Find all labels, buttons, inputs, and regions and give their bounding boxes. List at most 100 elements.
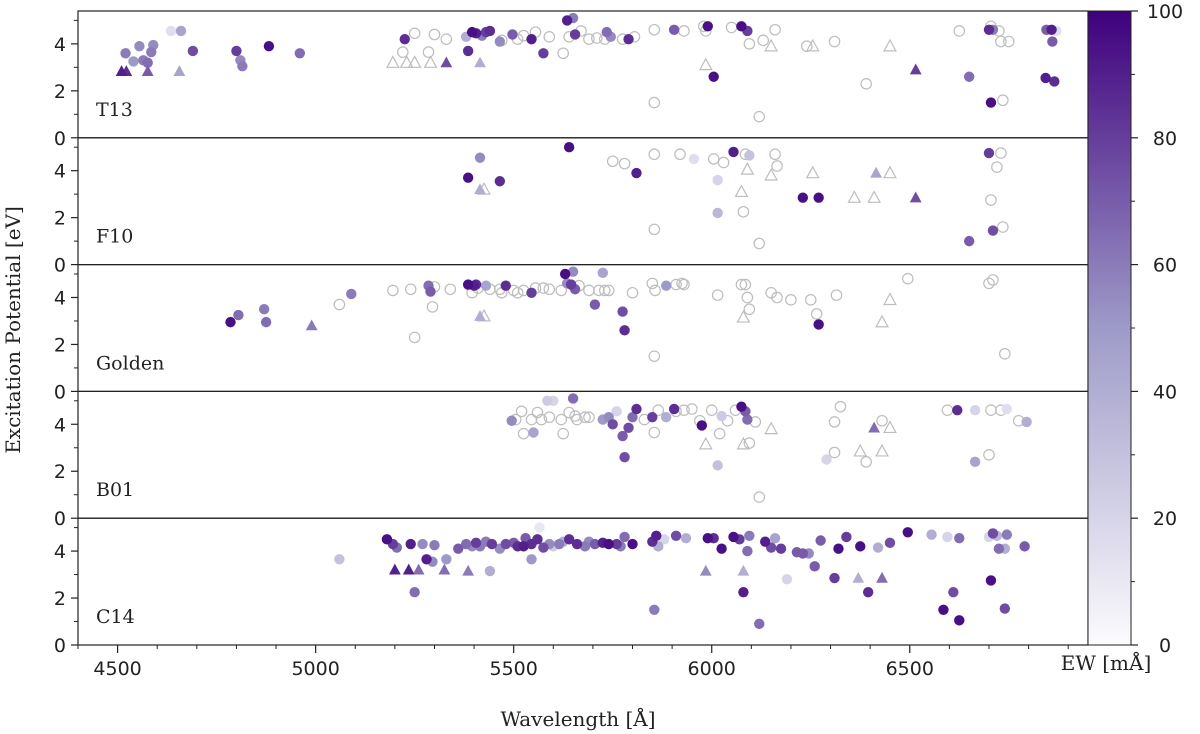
circle-marker (738, 586, 749, 598)
open-triangle-marker (883, 165, 897, 179)
open-circle-marker (743, 303, 756, 316)
open-circle-marker (387, 284, 399, 297)
circle-marker (660, 412, 672, 423)
circle-marker (658, 534, 670, 545)
open-triangle-marker (698, 436, 713, 450)
open-circle-marker (515, 405, 528, 418)
open-circle-marker (674, 148, 686, 161)
open-circle-marker (408, 27, 421, 40)
x-axis: 4500 5000 5500 6000 6500 (77, 645, 1069, 680)
open-circle-marker (995, 147, 1007, 159)
triangle-marker (115, 65, 128, 76)
open-circle-marker (543, 283, 556, 296)
open-circle-marker (983, 448, 995, 461)
circle-marker (617, 430, 628, 442)
open-circle-marker (646, 277, 659, 290)
x-tick-label: 6000 (688, 658, 736, 680)
open-circle-marker (753, 237, 766, 250)
circle-marker (569, 29, 581, 40)
open-triangle-marker (407, 55, 422, 68)
circle-marker (744, 150, 755, 161)
circle-marker (601, 26, 612, 38)
circle-marker (231, 45, 242, 57)
open-triangle-marker (805, 38, 820, 52)
open-circle-marker (444, 283, 457, 296)
y-tick-label: 4 (54, 287, 66, 309)
circle-marker (263, 41, 275, 52)
circle-marker (500, 538, 511, 550)
triangle-marker (699, 564, 712, 576)
y-tick-label: 4 (54, 34, 66, 56)
circle-marker (841, 531, 852, 543)
open-circle-marker (828, 35, 841, 48)
open-circle-marker (598, 284, 611, 297)
open-triangle-marker (736, 436, 751, 450)
circle-marker (409, 586, 420, 598)
open-circle-marker (583, 284, 595, 297)
open-circle-marker (901, 272, 914, 285)
y-tick-label: 2 (54, 461, 66, 483)
y-tick-label: 0 (54, 255, 66, 277)
open-circle-marker (563, 406, 575, 419)
circle-marker (948, 586, 959, 598)
circle-marker (417, 538, 428, 550)
open-circle-marker (543, 411, 556, 424)
circle-marker (470, 537, 482, 549)
circle-marker (813, 319, 824, 330)
colorbar-tick-label: 40 (1153, 381, 1177, 403)
open-circle-marker (648, 426, 661, 439)
open-circle-marker (543, 31, 556, 43)
open-circle-marker (941, 404, 954, 416)
circle-marker (872, 542, 884, 553)
circle-marker (542, 395, 553, 406)
colorbar-tick-label: 80 (1153, 128, 1177, 150)
open-triangle-marker (399, 55, 414, 68)
open-circle-marker (583, 411, 595, 424)
open-circle-marker (648, 23, 661, 36)
circle-marker (987, 528, 999, 539)
circle-marker (334, 554, 345, 565)
circle-marker (813, 192, 824, 203)
circle-marker (441, 554, 452, 565)
open-triangle-marker (805, 165, 820, 179)
open-circle-marker (678, 25, 690, 37)
circle-marker (702, 532, 713, 544)
circle-marker (702, 21, 713, 32)
circle-marker (466, 26, 478, 38)
open-triangle-marker (875, 314, 889, 328)
circle-marker (651, 530, 662, 542)
circle-marker (716, 543, 727, 554)
open-circle-marker (753, 491, 766, 503)
triangle-marker (868, 421, 881, 433)
circle-marker (528, 427, 539, 438)
circle-marker (484, 25, 496, 37)
circle-marker (983, 147, 995, 159)
circle-marker (736, 401, 747, 412)
circle-marker (142, 57, 153, 68)
open-triangle-marker (698, 57, 713, 71)
open-circle-marker (686, 403, 698, 415)
circle-marker (532, 534, 543, 545)
circle-marker (1019, 541, 1030, 552)
open-circle-marker (769, 148, 781, 161)
open-triangle-marker (847, 190, 862, 203)
y-tick-label: 4 (54, 161, 66, 183)
circle-marker (668, 403, 680, 415)
triangle-marker (173, 65, 186, 76)
circle-marker (623, 422, 634, 433)
circle-marker (985, 97, 997, 108)
panels-layer: 0 2 4 T13 0 2 4 F10 0 2 4 Golden 0 2 4 B01 0 2 4 C14 (54, 10, 1089, 657)
circle-marker (809, 561, 820, 572)
triangle-marker (474, 183, 486, 195)
open-circle-marker (997, 94, 1009, 107)
circle-marker (1001, 529, 1013, 540)
circle-marker (571, 538, 583, 550)
open-circle-marker (860, 77, 872, 90)
triangle-marker (388, 563, 401, 575)
open-circle-marker (648, 96, 661, 109)
circle-marker (563, 141, 575, 153)
open-circle-marker (997, 221, 1009, 233)
y-tick-label: 0 (54, 381, 66, 403)
circle-marker (346, 288, 357, 300)
circle-marker (474, 152, 486, 163)
